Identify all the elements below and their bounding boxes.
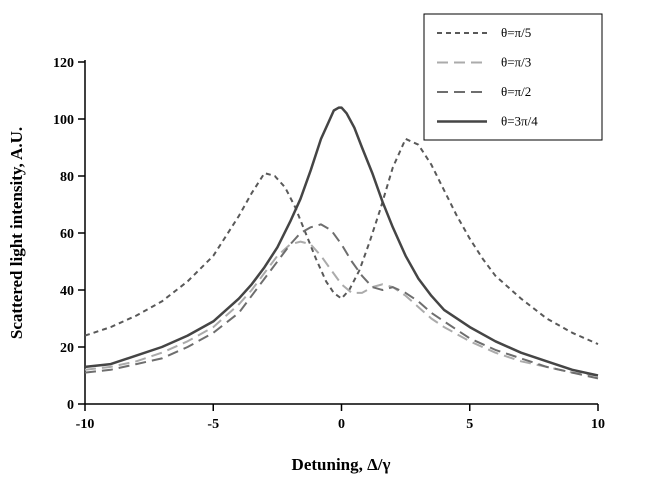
y-tick-label: 20 [60,341,74,356]
x-tick-label: -5 [207,417,219,432]
x-tick-label: -10 [76,417,95,432]
y-tick-label: 60 [60,227,74,242]
x-tick-label: 0 [338,417,345,432]
y-tick-label: 120 [53,56,74,71]
legend-label: θ=π/5 [501,25,531,40]
series-line-1 [84,137,599,346]
legend-box [423,13,603,141]
x-axis-title: Detuning, Δ/γ [292,455,391,474]
y-tick-label: 80 [60,170,74,185]
y-tick-label: 100 [53,113,74,128]
plot-layer: -10 -5 0 5 10020406080100120θ=π/5θ=π/3θ=π/2θ… [53,13,605,432]
y-tick-label: 40 [60,284,74,299]
legend-label: θ=3π/4 [501,114,538,129]
y-axis-title: Scattered light intensity, A.U. [7,127,26,339]
series-line-4 [84,106,599,377]
legend-label: θ=π/3 [501,55,531,70]
x-tick-label: 5 [466,417,473,432]
y-tick-label: 0 [67,398,74,413]
legend-label: θ=π/2 [501,84,531,99]
x-tick-label: 10 [591,417,605,432]
series-line-2 [84,240,599,377]
